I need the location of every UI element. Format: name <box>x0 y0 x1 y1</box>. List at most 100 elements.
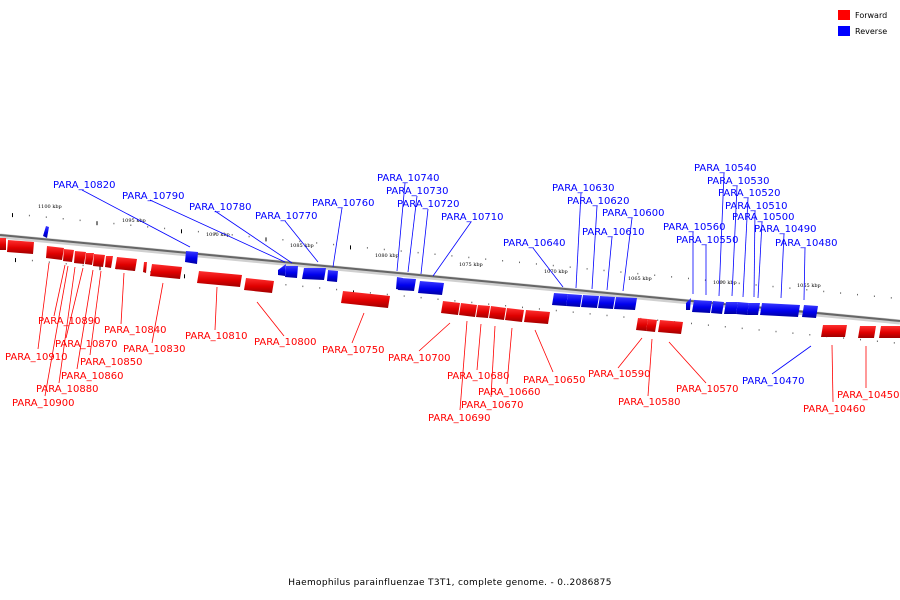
gene-label[interactable]: PARA_10480 <box>775 238 837 249</box>
gene-label[interactable]: PARA_10630 <box>552 183 614 194</box>
forward-gene[interactable] <box>636 318 648 331</box>
scale-tick <box>586 268 588 270</box>
gene-label[interactable]: PARA_10840 <box>104 325 166 336</box>
gene-label[interactable]: PARA_10460 <box>803 404 865 415</box>
reverse-gene[interactable] <box>566 294 582 307</box>
gene-label[interactable]: PARA_10490 <box>754 224 816 235</box>
reverse-gene[interactable] <box>802 305 818 318</box>
forward-gene[interactable] <box>341 291 390 308</box>
forward-gene[interactable] <box>143 262 147 273</box>
scale-tick <box>857 293 858 296</box>
gene-label[interactable]: PARA_10790 <box>122 191 184 202</box>
gene-label[interactable]: PARA_10820 <box>53 180 115 191</box>
reverse-gene[interactable] <box>418 281 444 295</box>
gene-label[interactable]: PARA_10870 <box>55 339 117 350</box>
scale-tick <box>28 214 30 217</box>
reverse-gene[interactable] <box>552 293 568 306</box>
gene-label[interactable]: PARA_10610 <box>582 227 644 238</box>
gene-label[interactable]: PARA_10660 <box>478 387 540 398</box>
gene-label[interactable]: PARA_10570 <box>676 384 738 395</box>
gene-label[interactable]: PARA_10650 <box>523 375 585 386</box>
reverse-gene[interactable] <box>398 278 416 291</box>
forward-gene[interactable] <box>524 310 550 324</box>
gene-label[interactable]: PARA_10670 <box>461 400 523 411</box>
gene-label[interactable]: PARA_10890 <box>38 316 100 327</box>
gene-label[interactable]: PARA_10810 <box>185 331 247 342</box>
gene-label[interactable]: PARA_10900 <box>12 398 74 409</box>
forward-gene[interactable] <box>489 306 506 320</box>
forward-gene[interactable] <box>476 305 490 318</box>
forward-gene[interactable] <box>63 249 74 262</box>
forward-gene[interactable] <box>93 254 105 267</box>
gene-label[interactable]: PARA_10720 <box>397 199 459 210</box>
gene-label[interactable]: PARA_10730 <box>386 186 448 197</box>
gene-label[interactable]: PARA_10470 <box>742 376 804 387</box>
forward-gene[interactable] <box>505 308 524 322</box>
reverse-gene[interactable] <box>760 303 800 317</box>
scale-tick <box>31 259 33 262</box>
gene-label[interactable]: PARA_10690 <box>428 413 490 424</box>
gene-label[interactable]: PARA_10640 <box>503 238 565 249</box>
forward-gene[interactable] <box>115 257 137 271</box>
reverse-gene[interactable] <box>43 226 49 238</box>
gene-label[interactable]: PARA_10850 <box>80 357 142 368</box>
gene-label[interactable]: PARA_10510 <box>725 201 787 212</box>
forward-gene[interactable] <box>244 278 274 293</box>
forward-gene[interactable] <box>197 271 242 287</box>
gene-label[interactable]: PARA_10680 <box>447 371 509 382</box>
reverse-gene[interactable] <box>278 264 286 276</box>
gene-label[interactable]: PARA_10880 <box>36 384 98 395</box>
gene-label[interactable]: PARA_10560 <box>663 222 725 233</box>
reverse-gene[interactable] <box>692 300 712 313</box>
reverse-gene[interactable] <box>686 298 691 310</box>
gene-label[interactable]: PARA_10520 <box>718 188 780 199</box>
forward-gene[interactable] <box>0 238 6 250</box>
reverse-gene[interactable] <box>285 266 298 278</box>
forward-gene[interactable] <box>858 326 876 338</box>
gene-label[interactable]: PARA_10540 <box>694 163 756 174</box>
reverse-gene[interactable] <box>614 297 637 310</box>
forward-gene[interactable] <box>658 320 683 334</box>
forward-gene[interactable] <box>879 326 900 338</box>
reverse-gene[interactable] <box>302 268 326 280</box>
forward-gene[interactable] <box>441 301 460 315</box>
gene-label[interactable]: PARA_10800 <box>254 337 316 348</box>
gene-label[interactable]: PARA_10710 <box>441 212 503 223</box>
gene-label[interactable]: PARA_10600 <box>602 208 664 219</box>
gene-label[interactable]: PARA_10780 <box>189 202 251 213</box>
reverse-gene[interactable] <box>724 302 738 314</box>
gene-label[interactable]: PARA_10580 <box>618 397 680 408</box>
gene-label[interactable]: PARA_10760 <box>312 198 374 209</box>
forward-gene[interactable] <box>46 246 64 260</box>
gene-label[interactable]: PARA_10500 <box>732 212 794 223</box>
gene-label[interactable]: PARA_10550 <box>676 235 738 246</box>
reverse-gene[interactable] <box>711 301 724 314</box>
gene-label[interactable]: PARA_10700 <box>388 353 450 364</box>
gene-label[interactable]: PARA_10530 <box>707 176 769 187</box>
forward-gene[interactable] <box>74 251 86 264</box>
forward-gene[interactable] <box>821 325 847 337</box>
reverse-gene-labels: PARA_10820 PARA_10790 PARA_10780 PARA_10… <box>53 163 837 387</box>
gene-label[interactable]: PARA_10590 <box>588 369 650 380</box>
gene-label[interactable]: PARA_10620 <box>567 196 629 207</box>
forward-gene[interactable] <box>7 240 34 254</box>
gene-label[interactable]: PARA_10750 <box>322 345 384 356</box>
gene-label[interactable]: PARA_10910 <box>5 352 67 363</box>
forward-gene[interactable] <box>646 319 657 332</box>
reverse-gene[interactable] <box>747 303 760 315</box>
gene-label[interactable]: PARA_10860 <box>61 371 123 382</box>
forward-gene[interactable] <box>105 256 113 268</box>
reverse-gene[interactable] <box>327 270 338 282</box>
gene-label[interactable]: PARA_10830 <box>123 344 185 355</box>
gene-label[interactable]: PARA_10770 <box>255 211 317 222</box>
reverse-gene[interactable] <box>598 296 615 309</box>
reverse-gene[interactable] <box>736 302 749 315</box>
forward-gene[interactable] <box>150 264 182 279</box>
scale-tick <box>197 230 199 233</box>
reverse-gene[interactable] <box>185 251 198 264</box>
forward-gene[interactable] <box>459 303 477 317</box>
gene-label[interactable]: PARA_10740 <box>377 173 439 184</box>
gene-label[interactable]: PARA_10450 <box>837 390 899 401</box>
forward-gene[interactable] <box>85 253 94 265</box>
reverse-gene[interactable] <box>581 295 599 308</box>
